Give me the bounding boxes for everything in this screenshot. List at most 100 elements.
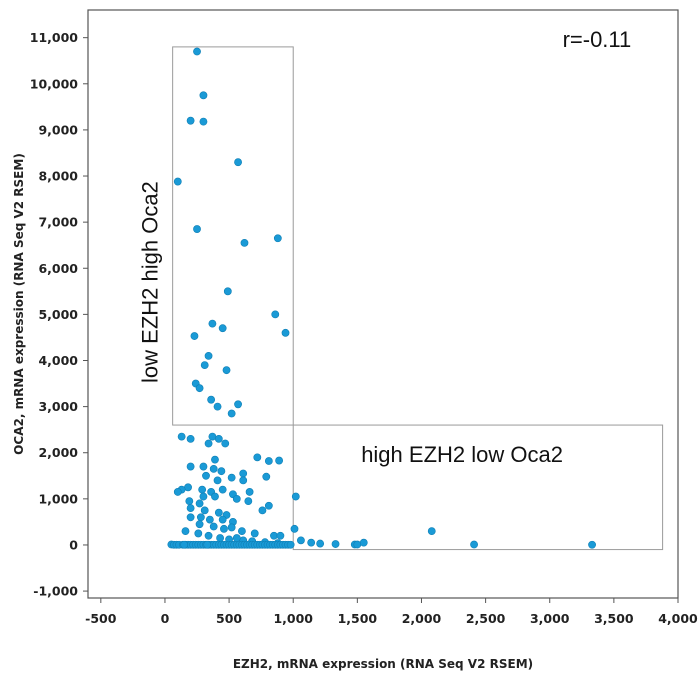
data-point: [240, 238, 249, 247]
data-point: [427, 527, 436, 536]
x-tick-label: 1,500: [338, 611, 378, 626]
region-annotation: low EZH2 high Oca2: [137, 181, 162, 383]
data-point: [199, 91, 208, 100]
data-point: [195, 499, 204, 508]
data-point: [262, 472, 271, 481]
data-point: [213, 476, 222, 485]
data-point: [186, 434, 195, 443]
data-point: [297, 536, 305, 545]
data-point: [470, 540, 478, 549]
data-point: [177, 432, 186, 441]
data-point: [193, 47, 201, 56]
data-point: [186, 504, 195, 512]
data-point: [227, 473, 236, 482]
data-point: [234, 158, 242, 167]
data-point: [186, 513, 195, 522]
data-point: [180, 540, 189, 549]
data-point: [232, 534, 241, 542]
data-point: [286, 540, 295, 549]
data-point: [190, 332, 199, 340]
data-point: [193, 225, 201, 233]
data-point: [307, 538, 316, 547]
data-point: [205, 515, 214, 524]
data-point: [211, 492, 219, 501]
data-point: [204, 531, 213, 540]
data-point: [209, 522, 218, 531]
data-point: [264, 501, 273, 510]
data-point: [239, 476, 248, 485]
data-point: [195, 384, 204, 393]
data-point: [173, 488, 182, 496]
data-point: [199, 462, 208, 471]
plot-frame: [87, 9, 679, 599]
data-point: [218, 485, 227, 494]
data-point: [232, 494, 241, 503]
data-point: [245, 488, 254, 496]
x-tick-label: 1,000: [273, 611, 313, 626]
data-point: [196, 513, 205, 522]
y-tick-label: 8,000: [38, 169, 78, 184]
data-point: [244, 497, 253, 506]
data-point: [227, 523, 236, 532]
data-point: [234, 400, 242, 409]
data-point: [220, 524, 228, 533]
y-tick-label: 9,000: [38, 122, 78, 137]
data-point: [239, 469, 248, 478]
data-point: [223, 287, 232, 296]
x-tick-label: 4,000: [658, 611, 698, 626]
data-point: [195, 520, 204, 529]
data-point: [209, 464, 218, 473]
correlation-annotation: r=-0.11: [563, 27, 632, 52]
data-point: [359, 538, 368, 547]
data-point: [275, 456, 284, 465]
data-point: [204, 439, 213, 448]
data-point: [200, 506, 209, 515]
data-point: [291, 492, 300, 501]
data-point: [214, 508, 223, 517]
data-point: [198, 485, 207, 494]
data-point: [186, 462, 195, 471]
data-point: [214, 434, 223, 443]
data-point: [276, 531, 285, 540]
y-tick-label: 7,000: [38, 215, 78, 230]
data-point: [194, 529, 203, 538]
data-point: [316, 539, 325, 548]
data-point: [208, 319, 217, 328]
y-tick-label: 3,000: [38, 399, 78, 414]
data-point: [222, 366, 231, 375]
x-tick-label: 500: [216, 611, 242, 626]
y-tick-label: 4,000: [38, 353, 78, 368]
data-point: [353, 540, 362, 549]
data-point: [185, 497, 194, 506]
x-tick-label: 2,500: [466, 611, 506, 626]
region-box-1: [172, 46, 294, 426]
data-point: [253, 453, 262, 462]
y-tick-label: 6,000: [38, 261, 78, 276]
data-point: [199, 492, 208, 501]
data-point: [588, 540, 596, 549]
x-tick-label: -500: [85, 611, 117, 626]
data-point: [264, 457, 273, 465]
data-point: [331, 540, 340, 548]
region-box-2: [292, 424, 664, 551]
x-tick-label: 3,500: [594, 611, 634, 626]
region-annotation: high EZH2 low Oca2: [361, 442, 563, 467]
y-tick-label: 10,000: [30, 76, 79, 91]
x-tick-label: 2,000: [402, 611, 442, 626]
data-point: [273, 234, 282, 243]
data-point: [290, 524, 299, 533]
data-point: [203, 540, 212, 549]
x-axis-label: EZH2, mRNA expression (RNA Seq V2 RSEM): [233, 657, 533, 671]
y-axis-label: OCA2, mRNA expression (RNA Seq V2 RSEM): [12, 153, 26, 455]
data-point: [181, 527, 190, 536]
data-point: [250, 529, 259, 538]
y-tick-label: 1,000: [38, 491, 78, 506]
data-point: [218, 515, 227, 524]
y-tick-label: 2,000: [38, 445, 78, 460]
y-tick-label: 5,000: [38, 307, 78, 322]
data-point: [207, 395, 216, 404]
data-point: [186, 116, 195, 125]
x-tick-label: 0: [161, 611, 170, 626]
data-point: [227, 409, 236, 418]
